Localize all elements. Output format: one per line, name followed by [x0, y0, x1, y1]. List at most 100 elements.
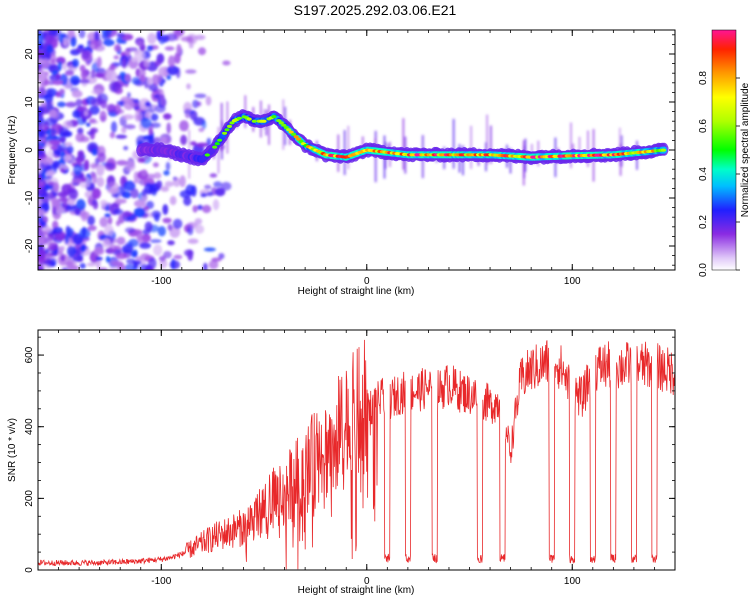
- spectrogram-noise-blob: [77, 127, 84, 135]
- ridge-peak: [660, 148, 667, 152]
- y-tick-label: 600: [24, 346, 35, 363]
- spectrogram-noise-blob: [173, 254, 183, 260]
- spectrogram-noise-blob: [203, 247, 216, 252]
- ridge-peak: [271, 115, 277, 119]
- spectrogram-noise-blob: [52, 80, 64, 86]
- spectrogram-noise-blob: [67, 30, 75, 38]
- x-tick-label: 0: [364, 576, 370, 587]
- spectrogram-noise-blob: [134, 199, 146, 208]
- spectrogram-noise-blob: [121, 244, 134, 254]
- spectrogram-noise-blob: [163, 251, 172, 259]
- spectrogram-noise-blob: [38, 174, 42, 185]
- y-tick-label: 400: [24, 418, 35, 435]
- spectrogram-noise-blob: [57, 101, 66, 108]
- spectrogram-noise-blob: [48, 139, 61, 145]
- spectrogram-noise-blob: [144, 101, 151, 107]
- spectrogram-noise-blob: [163, 170, 170, 176]
- ridge-peak: [224, 128, 230, 132]
- spectrogram-streak: [470, 125, 473, 169]
- spectrogram-noise-blob: [156, 31, 162, 41]
- spectrogram-noise-blob: [185, 69, 197, 74]
- colorbar-tick-label: 0.4: [698, 167, 709, 181]
- spectrogram-noise-blob: [46, 170, 55, 177]
- spectrogram-noise-blob: [40, 197, 50, 203]
- spectrogram-noise-blob: [86, 122, 91, 127]
- spectrogram-noise-blob: [208, 260, 219, 270]
- spectrogram-noise-blob: [109, 80, 120, 93]
- ridge-peak: [291, 132, 297, 136]
- spectrogram-noise-blob: [144, 182, 154, 195]
- spectrogram-noise-blob: [126, 47, 138, 52]
- spectrogram-noise-blob: [38, 190, 43, 195]
- spectrogram-noise-blob: [122, 114, 135, 120]
- spectrogram-noise-blob: [96, 176, 105, 188]
- spectrogram-noise-blob: [77, 44, 84, 49]
- spectrogram-noise-blob: [135, 256, 144, 262]
- spectrogram-noise-blob: [137, 157, 146, 163]
- spectrogram-noise-blob: [59, 88, 65, 95]
- spectrogram-noise-blob: [203, 262, 208, 270]
- spectrogram-noise-blob: [41, 236, 53, 246]
- spectrogram-noise-blob: [69, 265, 80, 270]
- spectrogram-streak: [587, 130, 589, 167]
- ridge-peak: [278, 121, 284, 125]
- colorbar-tick-label: 0.0: [698, 263, 709, 277]
- spectrogram-noise-blob: [143, 57, 150, 68]
- spectrogram-noise-blob: [158, 255, 166, 262]
- ridge-peak: [226, 124, 233, 128]
- spectrogram-noise-blob: [167, 224, 173, 231]
- spectrogram-noise-blob: [80, 244, 87, 253]
- spectrogram-noise-blob: [110, 121, 118, 133]
- spectrogram-noise-blob: [70, 36, 77, 47]
- spectrogram-noise-blob: [90, 127, 99, 134]
- spectrogram-noise-blob: [44, 34, 54, 45]
- spectrogram-noise-blob: [48, 181, 55, 186]
- ridge-peak: [222, 131, 228, 135]
- spectrogram-noise-blob: [59, 136, 66, 143]
- spectrogram-noise-blob: [198, 47, 206, 56]
- spectrogram-noise-blob: [152, 162, 159, 168]
- spectrogram-noise-blob: [45, 88, 58, 97]
- spectrogram-noise-blob: [221, 181, 232, 191]
- ridge-peak: [296, 137, 302, 141]
- spectrogram-noise-blob: [97, 267, 108, 270]
- spectrogram-noise-blob: [163, 113, 172, 120]
- x-tick-label: -100: [151, 576, 171, 587]
- ridge-peak: [251, 119, 257, 123]
- spectrogram-noise-blob: [56, 164, 69, 171]
- spectrogram-noise-blob: [153, 172, 162, 179]
- spectrogram-noise-blob: [105, 70, 118, 83]
- ridge-peak: [293, 135, 299, 139]
- spectrogram-noise-blob: [46, 257, 52, 265]
- spectrogram-noise-blob: [86, 262, 97, 267]
- spectrogram-noise-blob: [148, 127, 153, 135]
- spectrogram-noise-blob: [109, 63, 116, 72]
- spectrogram-noise-blob: [150, 122, 161, 128]
- spectrogram-noise-blob: [104, 224, 114, 236]
- ridge-peak: [214, 142, 220, 146]
- spectrogram-noise-blob: [164, 181, 174, 187]
- spectrogram-noise-blob: [147, 173, 155, 180]
- spectrogram-noise-blob: [107, 216, 113, 225]
- spectrogram-noise-blob: [67, 227, 74, 238]
- colorbar-label: Normalized spectral amplitude: [740, 82, 750, 217]
- spectrogram-noise-blob: [103, 39, 115, 47]
- spectrogram-noise-blob: [196, 142, 209, 147]
- spectrogram-noise-blob: [45, 117, 57, 126]
- spectrogram-noise-blob: [87, 225, 97, 231]
- spectrogram-noise-blob: [92, 201, 99, 210]
- spectrogram-noise-blob: [119, 71, 126, 77]
- y-tick-label: -20: [24, 238, 35, 253]
- spectrogram-noise-blob: [172, 218, 183, 229]
- x-tick-label: 0: [364, 276, 370, 287]
- spectrogram-noise-blob: [109, 131, 115, 139]
- spectrogram-noise-blob: [89, 39, 100, 50]
- ridge-peak: [288, 130, 294, 134]
- spectrogram-noise-blob: [89, 105, 100, 115]
- spectrogram-noise-blob: [38, 267, 44, 270]
- ridge-peak: [217, 138, 223, 142]
- spectrogram-noise-blob: [130, 251, 138, 258]
- spectrogram-noise-blob: [38, 216, 44, 223]
